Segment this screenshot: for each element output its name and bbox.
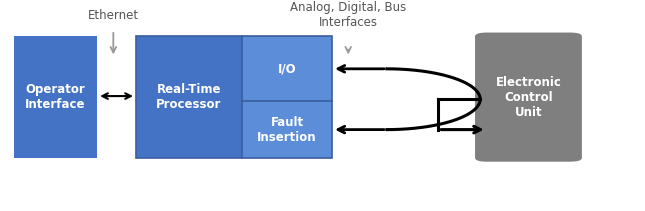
Text: Analog, Digital, Bus
Interfaces: Analog, Digital, Bus Interfaces [290,1,406,29]
Bar [14,36,97,158]
Text: I/O: I/O [278,62,297,75]
Text: Electronic
Control
Unit: Electronic Control Unit [495,76,561,119]
FancyBboxPatch shape [475,32,582,162]
Bar [136,36,332,158]
Bar [242,36,332,101]
Bar [242,101,332,158]
Bar [136,36,242,158]
Text: Operator
Interface: Operator Interface [25,83,86,111]
Text: Real-Time
Processor: Real-Time Processor [156,83,222,111]
Text: Ethernet: Ethernet [88,9,139,22]
Text: Fault
Insertion: Fault Insertion [257,116,317,144]
